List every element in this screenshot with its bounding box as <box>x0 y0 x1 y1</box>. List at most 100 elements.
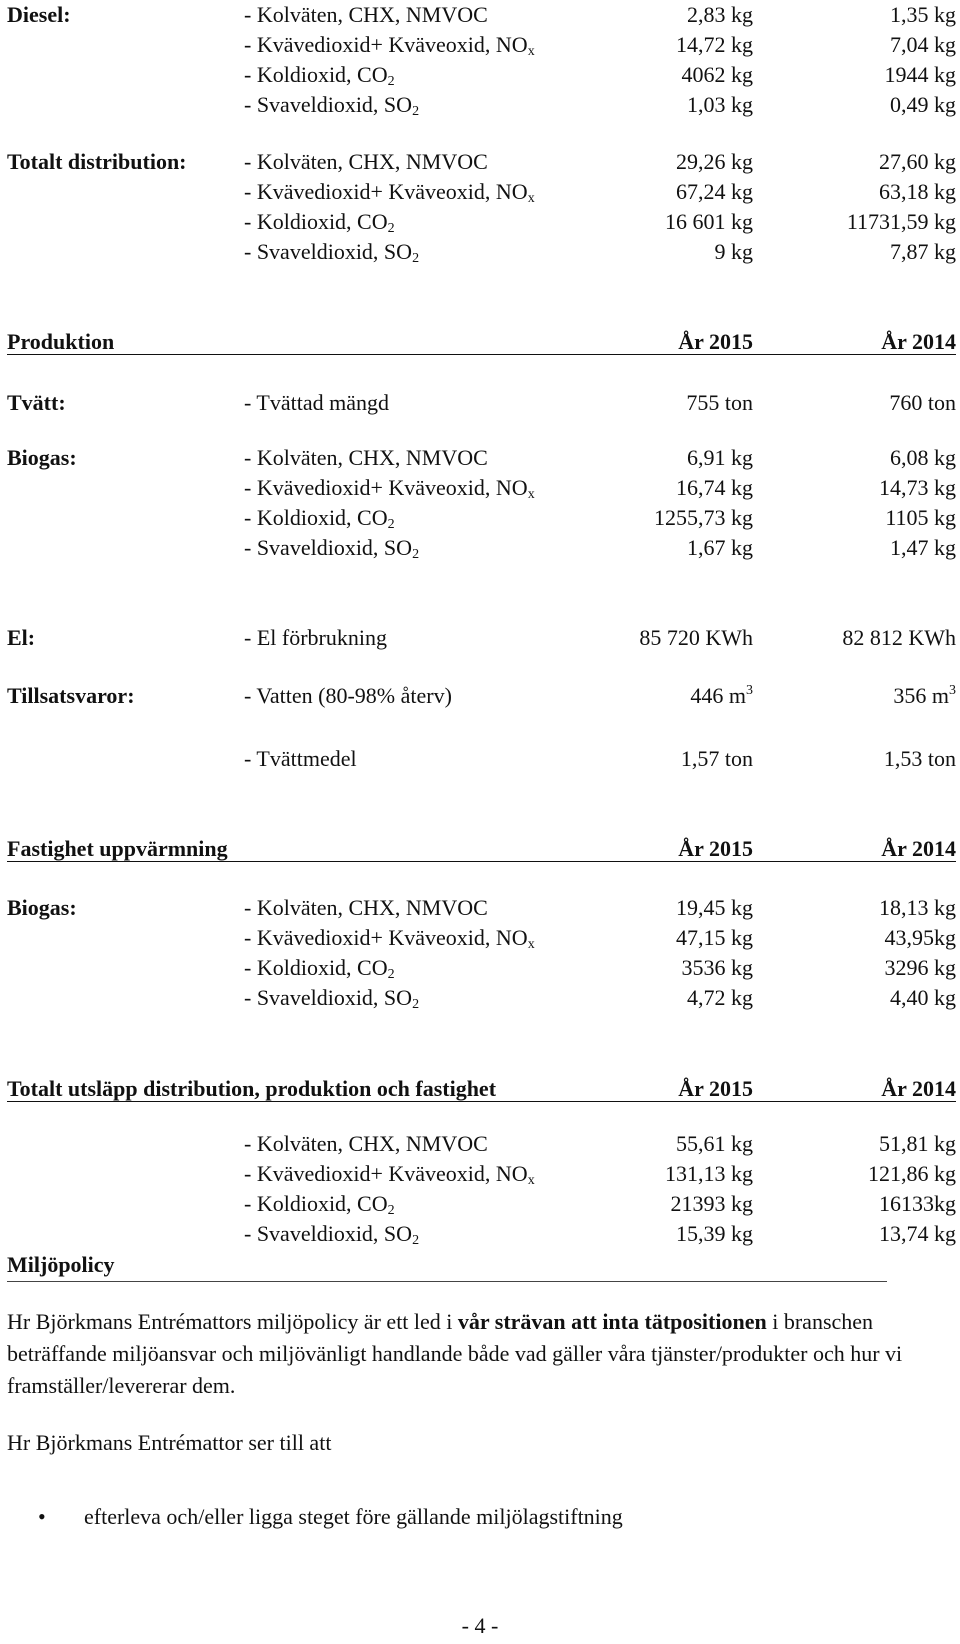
diesel-row: - Svaveldioxid, SO2 1,03 kg 0,49 kg <box>0 90 960 120</box>
diesel-item: - Kolväten, CHX, NMVOC <box>244 2 488 27</box>
vatten-value-2015: 446 m3 <box>690 683 753 708</box>
totalt-distribution-value-2014: 7,87 kg <box>890 239 956 264</box>
produktion-biogas-row: - Svaveldioxid, SO2 1,67 kg 1,47 kg <box>0 533 960 563</box>
produktion-heading: Produktion <box>7 329 115 354</box>
fastighet-header: Fastighet uppvärmning År 2015 År 2014 <box>0 834 960 864</box>
produktion-biogas-item: - Koldioxid, CO2 <box>244 505 395 532</box>
el-row: El: - El förbrukning 85 720 KWh 82 812 K… <box>0 623 960 653</box>
produktion-biogas-value-2014: 14,73 kg <box>879 475 956 500</box>
fastighet-biogas-value-2015: 4,72 kg <box>687 985 753 1010</box>
diesel-value-2014: 1944 kg <box>884 62 957 87</box>
tvatt-label: Tvätt: <box>7 390 66 415</box>
tvatt-value-2015: 755 ton <box>686 390 753 415</box>
totalt-distribution-item: - Kolväten, CHX, NMVOC <box>244 149 488 174</box>
fastighet-biogas-value-2015: 3536 kg <box>681 955 754 980</box>
miljopolicy-heading: Miljöpolicy <box>7 1252 115 1277</box>
fastighet-biogas-label: Biogas: <box>7 895 77 920</box>
totalt-utslapp-value-2014: 16133kg <box>879 1191 956 1216</box>
totalt-distribution-value-2015: 9 kg <box>714 239 754 264</box>
totalt-utslapp-value-2014: 51,81 kg <box>879 1131 956 1156</box>
totalt-distribution-item: - Koldioxid, CO2 <box>244 209 395 236</box>
totalt-distribution-value-2015: 67,24 kg <box>676 179 753 204</box>
fastighet-biogas-row: - Koldioxid, CO2 3536 kg 3296 kg <box>0 953 960 983</box>
el-value-2014: 82 812 KWh <box>842 625 956 650</box>
produktion-biogas-item: - Kvävedioxid+ Kväveoxid, NOx <box>244 475 535 502</box>
el-label: El: <box>7 625 36 650</box>
fastighet-biogas-value-2014: 43,95kg <box>884 925 957 950</box>
el-value-2015: 85 720 KWh <box>639 625 753 650</box>
tvatt-row: Tvätt: - Tvättad mängd 755 ton 760 ton <box>0 388 960 418</box>
totalt-utslapp-value-2014: 13,74 kg <box>879 1221 956 1246</box>
totalt-utslapp-header: Totalt utsläpp distribution, produktion … <box>0 1074 960 1104</box>
tvatt-value-2014: 760 ton <box>889 390 956 415</box>
produktion-biogas-value-2014: 1,47 kg <box>890 535 956 560</box>
diesel-row: - Koldioxid, CO2 4062 kg 1944 kg <box>0 60 960 90</box>
tvattmedel-value-2014: 1,53 ton <box>883 746 956 771</box>
produktion-biogas-row: - Kvävedioxid+ Kväveoxid, NOx 16,74 kg 14,… <box>0 473 960 503</box>
totalt-utslapp-row: - Svaveldioxid, SO2 15,39 kg 13,74 kg <box>0 1219 960 1249</box>
diesel-value-2014: 0,49 kg <box>890 92 956 117</box>
vatten-value-2014: 356 m3 <box>893 683 956 708</box>
tvattmedel-item: - Tvättmedel <box>244 746 357 771</box>
produktion-year-2015: År 2015 <box>678 329 753 354</box>
diesel-row: - Kolväten, CHX, NMVOC 2,83 kg 1,35 kg <box>0 0 960 30</box>
diesel-value-2015: 14,72 kg <box>676 32 753 57</box>
totalt-utslapp-value-2015: 15,39 kg <box>676 1221 753 1246</box>
produktion-biogas-value-2015: 6,91 kg <box>687 445 753 470</box>
fastighet-biogas-item: - Svaveldioxid, SO2 <box>244 985 420 1012</box>
produktion-biogas-item: - Svaveldioxid, SO2 <box>244 535 420 562</box>
tillsatsvaror-label: Tillsatsvaror: <box>7 683 135 708</box>
totalt-utslapp-item: - Kvävedioxid+ Kväveoxid, NOx <box>244 1161 535 1188</box>
produktion-biogas-row: - Kolväten, CHX, NMVOC 6,91 kg 6,08 kg <box>0 443 960 473</box>
produktion-biogas-label: Biogas: <box>7 445 77 470</box>
fastighet-biogas-value-2014: 3296 kg <box>884 955 957 980</box>
fastighet-biogas-item: - Koldioxid, CO2 <box>244 955 395 982</box>
diesel-item: - Koldioxid, CO2 <box>244 62 395 89</box>
totalt-utslapp-year-2015: År 2015 <box>678 1076 753 1101</box>
totalt-distribution-row: - Kolväten, CHX, NMVOC 29,26 kg 27,60 kg <box>0 147 960 177</box>
totalt-distribution-item: - Svaveldioxid, SO2 <box>244 239 420 266</box>
fastighet-biogas-row: - Kolväten, CHX, NMVOC 19,45 kg 18,13 kg <box>0 893 960 923</box>
el-item: - El förbrukning <box>244 625 387 650</box>
miljopolicy-intro: Hr Björkmans Entrémattor ser till att <box>7 1430 332 1455</box>
totalt-distribution-row: - Koldioxid, CO2 16 601 kg 11731,59 kg <box>0 207 960 237</box>
diesel-row: - Kvävedioxid+ Kväveoxid, NOx 14,72 kg 7,0… <box>0 30 960 60</box>
page-number: - 4 - <box>461 1613 499 1638</box>
produktion-biogas-value-2015: 1255,73 kg <box>654 505 753 530</box>
diesel-value-2014: 1,35 kg <box>890 2 956 27</box>
totalt-utslapp-row: - Kolväten, CHX, NMVOC 55,61 kg 51,81 kg <box>0 1129 960 1159</box>
totalt-utslapp-year-2014: År 2014 <box>881 1076 956 1101</box>
fastighet-biogas-item: - Kvävedioxid+ Kväveoxid, NOx <box>244 925 535 952</box>
produktion-year-2014: År 2014 <box>881 329 956 354</box>
totalt-distribution-value-2014: 63,18 kg <box>879 179 956 204</box>
fastighet-biogas-item: - Kolväten, CHX, NMVOC <box>244 895 488 920</box>
fastighet-biogas-value-2015: 19,45 kg <box>676 895 753 920</box>
bullet-text: efterleva och/eller ligga steget före gä… <box>84 1504 623 1529</box>
tvattmedel-value-2015: 1,57 ton <box>680 746 753 771</box>
diesel-value-2014: 7,04 kg <box>890 32 956 57</box>
totalt-distribution-value-2014: 27,60 kg <box>879 149 956 174</box>
produktion-biogas-value-2015: 16,74 kg <box>676 475 753 500</box>
produktion-biogas-value-2014: 1105 kg <box>885 505 956 530</box>
miljopolicy-paragraph: Hr Björkmans Entrémattors miljöpolicy är… <box>7 1309 903 1398</box>
fastighet-year-2014: År 2014 <box>881 836 956 861</box>
tvattmedel-row: - Tvättmedel 1,57 ton 1,53 ton <box>0 744 960 774</box>
fastighet-biogas-row: - Kvävedioxid+ Kväveoxid, NOx 47,15 kg 43,… <box>0 923 960 953</box>
totalt-utslapp-heading: Totalt utsläpp distribution, produktion … <box>7 1076 497 1101</box>
fastighet-biogas-row: - Svaveldioxid, SO2 4,72 kg 4,40 kg <box>0 983 960 1013</box>
totalt-distribution-value-2015: 29,26 kg <box>676 149 753 174</box>
bullet-icon: • <box>38 1504 46 1529</box>
vatten-item: - Vatten (80-98% återv) <box>244 683 452 708</box>
produktion-biogas-value-2015: 1,67 kg <box>687 535 753 560</box>
totalt-distribution-value-2014: 11731,59 kg <box>846 209 956 234</box>
produktion-biogas-item: - Kolväten, CHX, NMVOC <box>244 445 488 470</box>
diesel-label: Diesel: <box>7 2 71 27</box>
totalt-utslapp-value-2015: 131,13 kg <box>665 1161 753 1186</box>
miljopolicy-header: Miljöpolicy <box>0 1250 960 1282</box>
diesel-item: - Kvävedioxid+ Kväveoxid, NOx <box>244 32 535 59</box>
diesel-value-2015: 1,03 kg <box>687 92 753 117</box>
totalt-utslapp-value-2015: 21393 kg <box>670 1191 754 1216</box>
diesel-value-2015: 2,83 kg <box>687 2 753 27</box>
totalt-utslapp-item: - Kolväten, CHX, NMVOC <box>244 1131 488 1156</box>
bullet-item: • efterleva och/eller ligga steget före … <box>0 1502 960 1532</box>
